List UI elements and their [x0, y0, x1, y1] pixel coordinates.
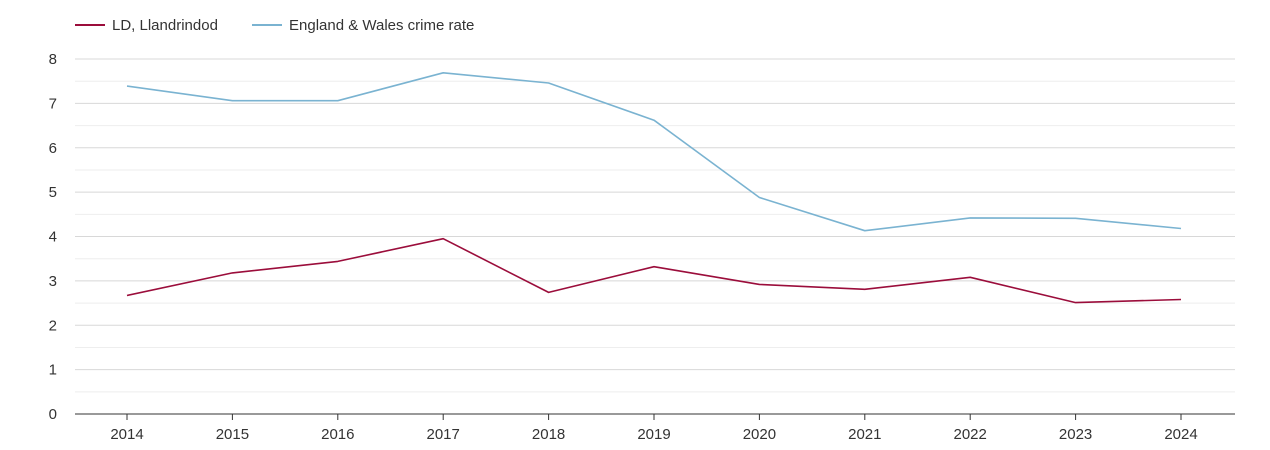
y-tick-label: 6 [49, 140, 57, 157]
x-tick-label: 2024 [1164, 426, 1197, 443]
legend: LD, Llandrindod England & Wales crime rat… [75, 17, 474, 34]
legend-label: LD, Llandrindod [112, 17, 218, 34]
x-tick-label: 2023 [1059, 426, 1092, 443]
y-tick-label: 1 [49, 362, 57, 379]
x-tick-label: 2015 [216, 426, 249, 443]
x-tick-label: 2017 [427, 426, 460, 443]
y-tick-label: 3 [49, 273, 57, 290]
axes: 0 1 2 3 4 5 6 7 8 2014 2015 2016 2017 2018 2019 2020 202… [49, 51, 1235, 443]
y-tick-label: 0 [49, 406, 57, 423]
y-tick-label: 5 [49, 184, 57, 201]
series-line-national [126, 72, 1182, 232]
x-tick-label: 2014 [110, 426, 143, 443]
y-tick-label: 4 [49, 229, 57, 246]
x-tick-label: 2020 [743, 426, 776, 443]
x-tick-label: 2018 [532, 426, 565, 443]
x-tick-label: 2019 [637, 426, 670, 443]
y-tick-label: 7 [49, 95, 57, 112]
y-tick-label: 8 [49, 51, 57, 68]
x-tick-label: 2021 [848, 426, 881, 443]
x-tick-label: 2016 [321, 426, 354, 443]
y-tick-label: 2 [49, 317, 57, 334]
grid-lines [75, 58, 1235, 393]
series-line-local [126, 237, 1182, 304]
series-lines [126, 72, 1182, 304]
legend-label: England & Wales crime rate [289, 17, 474, 34]
x-tick-label: 2022 [954, 426, 987, 443]
